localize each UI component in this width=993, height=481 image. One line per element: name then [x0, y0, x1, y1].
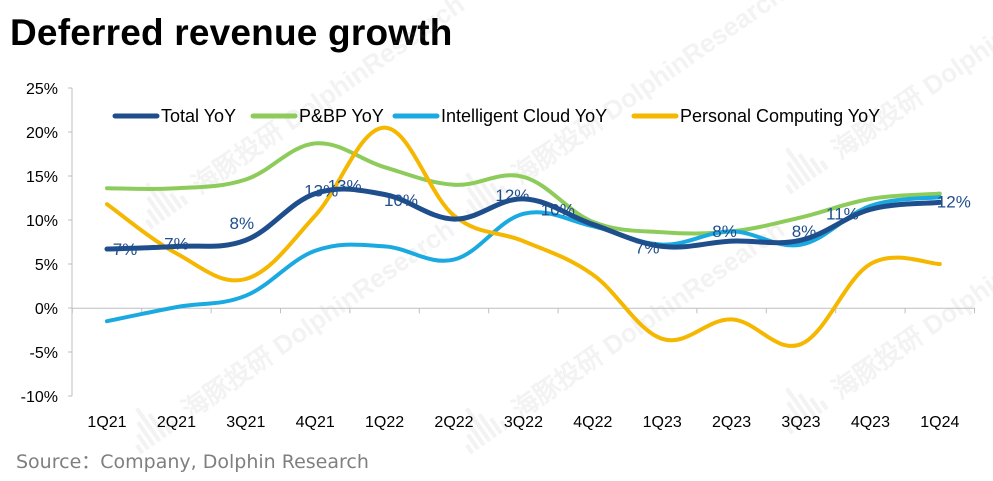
series-line-p-bp-yoy [105, 141, 942, 236]
chart-title: Deferred revenue growth [10, 12, 453, 53]
watermark-bar [146, 196, 166, 222]
legend-label-intelligent-cloud-yoy: Intelligent Cloud YoY [441, 106, 607, 126]
x-tick-label: 4Q21 [296, 414, 335, 431]
series-line-total-yoy [104, 186, 943, 252]
watermark-bar [179, 194, 189, 206]
watermark-text: 海豚投研 DolphinResearch [826, 0, 993, 165]
watermark-bar [489, 182, 503, 200]
watermark-bar [135, 407, 162, 443]
watermark-bar [136, 433, 150, 451]
watermark-bar [136, 421, 156, 447]
watermark-bar [465, 407, 492, 443]
watermark-bar [785, 423, 795, 435]
watermark-bar [159, 417, 173, 435]
watermark-bar [489, 417, 503, 435]
data-label-total-4q22: 10% [541, 200, 575, 219]
x-tick-label: 2Q23 [712, 414, 751, 431]
watermark-text: 海豚投研 DolphinResearch [186, 0, 469, 200]
x-tick-label: 1Q21 [87, 414, 126, 431]
y-tick-label: 10% [26, 213, 58, 230]
watermark-bar [797, 153, 818, 179]
watermark-bar [786, 413, 800, 431]
watermark-bar [147, 413, 168, 439]
watermark-bar [819, 399, 829, 411]
watermark-bar [169, 192, 183, 210]
x-tick-label: 3Q21 [226, 414, 265, 431]
data-label-total-2q23: 8% [712, 222, 737, 241]
watermark-bar [466, 198, 480, 216]
watermark-bar [785, 387, 812, 423]
data-label-total-1q24: 12% [937, 192, 971, 211]
watermark-mark: 海豚投研 DolphinResearch [785, 194, 993, 435]
y-tick-label: 20% [26, 125, 58, 142]
watermark-bar [499, 419, 509, 431]
x-tick-label: 2Q21 [157, 414, 196, 431]
x-tick-label: 3Q22 [504, 414, 543, 431]
watermark-mark: 海豚投研 DolphinResearch [785, 0, 993, 195]
data-label-total-3q23: 8% [792, 222, 817, 241]
watermark-bar [477, 178, 498, 204]
series-line-intelligent-cloud-yoy [105, 195, 942, 324]
x-tick-label: 1Q23 [643, 414, 682, 431]
watermark-text: 海豚投研 DolphinResearch [826, 194, 993, 405]
chart-axes: 25% 20% 15% 10% 5% 0% -5% -10% 1Q21 2Q21 3Q21 4Q21 1… [21, 81, 975, 431]
watermark-bar [499, 184, 509, 196]
data-labels-layer: 7% 7% 8% 13%13% 10% 12% 10% 7% 8% 8% 11% 12% [113, 176, 971, 259]
data-label-total-4q23: 11% [826, 204, 859, 223]
data-label-total-1q21: 7% [113, 240, 138, 259]
data-label-total-3q21: 8% [230, 214, 255, 233]
legend-label-total-yoy: Total YoY [161, 106, 236, 126]
data-label-total-4q21: 13% [304, 182, 338, 201]
watermark-bar [809, 157, 823, 175]
watermark-bar [466, 433, 480, 451]
x-tick-label: 1Q22 [365, 414, 404, 431]
y-tick-label: -5% [30, 345, 58, 362]
watermark-bar [786, 161, 806, 187]
watermark-bar [146, 208, 160, 226]
y-tick-label: 5% [35, 257, 58, 274]
watermark-bar [786, 173, 800, 191]
chart-legend: Total YoY P&BP YoY Intelligent Cloud YoY Pe… [112, 106, 880, 126]
watermark-bar [145, 218, 155, 230]
watermark-bar [145, 182, 172, 218]
data-label-total-1q22: 13% [328, 176, 362, 195]
watermark-bar [809, 397, 823, 415]
watermark-bar [465, 443, 475, 455]
y-tick-label: 0% [35, 301, 58, 318]
data-label-total-3q22: 12% [495, 186, 529, 205]
y-tick-label: 25% [26, 81, 58, 98]
watermark-bar [169, 419, 179, 431]
legend-label-p-bp-yoy: P&BP YoY [299, 106, 384, 126]
data-label-total-2q21: 7% [164, 234, 189, 253]
y-tick-label: -10% [21, 389, 58, 406]
data-label-total-1q23: 7% [635, 238, 660, 257]
watermark-bar [477, 413, 498, 439]
x-tick-label: 2Q22 [434, 414, 473, 431]
watermark-bar [797, 393, 818, 419]
watermark-bar [465, 172, 492, 208]
series-line-personal-computing-yoy [105, 125, 942, 348]
watermark-bar [786, 401, 806, 427]
watermark-bar [135, 443, 145, 455]
x-tick-label: 4Q22 [573, 414, 612, 431]
watermark-bar [785, 183, 795, 195]
watermark-text: 海豚投研 DolphinResearch [506, 0, 789, 190]
watermark-bar [819, 159, 829, 171]
watermark-bar [157, 188, 178, 214]
series-layer [104, 125, 943, 348]
y-tick-label: 15% [26, 169, 58, 186]
watermark-bar [466, 421, 486, 447]
x-tick-label: 3Q23 [781, 414, 820, 431]
legend-label-personal-computing-yoy: Personal Computing YoY [680, 106, 880, 126]
x-tick-label: 1Q24 [920, 414, 959, 431]
watermark-bar [466, 186, 486, 212]
x-tick-label: 4Q23 [851, 414, 890, 431]
data-label-total-2q22: 10% [384, 191, 418, 210]
source-note: Source：Company, Dolphin Research [16, 451, 369, 473]
watermark-bar [785, 147, 812, 183]
